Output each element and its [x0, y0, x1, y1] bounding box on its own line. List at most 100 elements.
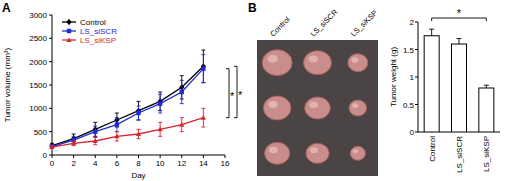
plot [49, 50, 206, 149]
tick [181, 155, 182, 158]
photo-label: LS_siKSP [349, 8, 379, 38]
tick [225, 155, 226, 158]
tick [415, 104, 418, 105]
error-bar [137, 106, 141, 120]
tick-label: 0 [50, 159, 55, 168]
tick [49, 108, 52, 109]
error-bar [158, 94, 162, 113]
tick [415, 22, 418, 23]
axis-title: Day [131, 171, 145, 180]
error-bar [180, 80, 184, 103]
tick [73, 155, 74, 158]
tick-label: 4 [93, 159, 98, 168]
tick [49, 15, 52, 16]
marker [67, 29, 71, 33]
marker [115, 122, 119, 126]
tick-label: 2000 [29, 58, 47, 67]
tick [49, 85, 52, 86]
marker [93, 129, 97, 133]
photo-label: LS_siSCR [309, 7, 340, 38]
marker [136, 131, 141, 136]
tick-label: 16 [221, 159, 230, 168]
error-bar [93, 122, 97, 136]
tick-label: 500 [34, 128, 48, 137]
tumor-highlight [351, 57, 358, 62]
tick [49, 131, 52, 132]
tumor [263, 96, 291, 120]
tumor-highlight [309, 101, 318, 108]
tick-label: 12 [177, 159, 186, 168]
marker [49, 142, 54, 148]
marker [49, 144, 54, 149]
plot [424, 29, 494, 132]
error-bar [429, 29, 434, 36]
tumor-highlight [352, 103, 358, 108]
marker [201, 115, 206, 120]
tumor-highlight [310, 147, 318, 153]
marker [66, 37, 71, 42]
tick-label: 1500 [29, 81, 47, 90]
significance-label: * [238, 89, 243, 101]
tick [415, 49, 418, 50]
error-bar [484, 85, 489, 88]
tick [52, 155, 53, 158]
significance-bracket [234, 66, 237, 117]
error-bar [457, 39, 462, 45]
legend-label: Control [80, 18, 106, 27]
bar [424, 36, 439, 132]
tick-label: 0 [43, 151, 48, 160]
significance-bracket [226, 69, 229, 118]
legend: ControlLS_siSCRLS_siKSP [62, 18, 117, 45]
tick-label: 2 [410, 18, 415, 27]
tumor [305, 97, 331, 119]
marker [158, 101, 162, 105]
tick-label: 6 [115, 159, 120, 168]
tumor-highlight [268, 101, 278, 108]
tick-label: LS_siSCR [455, 136, 464, 173]
legend-label: LS_siSCR [80, 27, 117, 36]
tick-label: 14 [199, 159, 208, 168]
error-bar [115, 118, 119, 132]
marker [66, 19, 71, 25]
series-line [52, 118, 203, 147]
tick-label: 2 [71, 159, 76, 168]
tumor [265, 142, 290, 164]
tumor [304, 51, 332, 75]
marker [114, 134, 119, 139]
error-bar [93, 126, 97, 137]
panel-label: A [2, 1, 11, 15]
tick [138, 155, 139, 158]
tick [49, 38, 52, 39]
marker [201, 66, 205, 70]
tick-label: 0.5 [403, 101, 415, 110]
photo-label: Control [268, 15, 292, 39]
error-bar [137, 101, 141, 120]
error-bar [137, 129, 141, 138]
error-bar [93, 137, 97, 144]
marker [179, 122, 184, 127]
legend-label: LS_siKSP [80, 36, 116, 45]
error-bar [201, 55, 205, 83]
error-bar [158, 122, 162, 136]
tick-label: 0 [410, 128, 415, 137]
marker [136, 111, 140, 115]
tick [116, 155, 117, 158]
photo [257, 40, 378, 176]
tick-label: 2500 [29, 34, 47, 43]
marker [158, 127, 163, 132]
tumor-highlight [353, 149, 358, 153]
bar [479, 88, 494, 132]
tick-label: LS_siKSP [482, 136, 491, 172]
panel-label: B [248, 1, 257, 15]
figure: A0500100015002000250030000246810121416Tu… [0, 0, 509, 181]
tumor [349, 100, 367, 116]
tumor [350, 146, 365, 160]
axis-title: Tumor volume (mm³) [3, 47, 12, 122]
error-bar [201, 50, 205, 83]
tumor [262, 50, 292, 76]
tumor [306, 143, 329, 163]
tick-label: 3000 [29, 11, 47, 20]
tick-label: 1.5 [403, 46, 415, 55]
tumor-highlight [308, 55, 318, 62]
tick [415, 132, 418, 133]
